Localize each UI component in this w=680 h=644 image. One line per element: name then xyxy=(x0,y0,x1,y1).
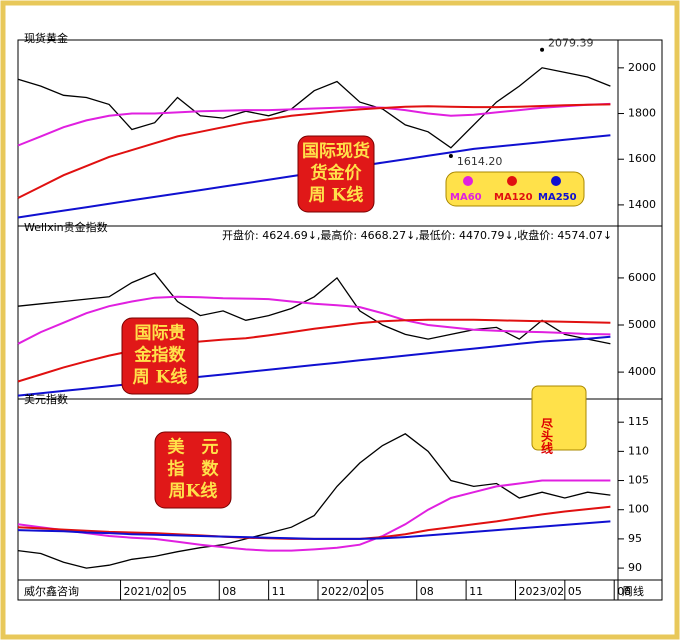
ma-line xyxy=(17,102,611,147)
legend-box xyxy=(445,171,585,207)
y-tick-label: 95 xyxy=(628,532,642,545)
y-tick-label: 2000 xyxy=(628,61,656,74)
panel-title: Wellxin贵金指数 xyxy=(24,220,108,234)
x-tick-label: 2022/02 xyxy=(321,585,367,598)
x-tick-label: 08 xyxy=(222,585,236,598)
label-box-text: 国际现货 xyxy=(302,141,370,162)
x-tick-label: 05 xyxy=(568,585,582,598)
annotation-point xyxy=(448,153,453,158)
price-info: 开盘价: 4624.69↓,最高价: 4668.27↓,最低价: 4470.79… xyxy=(222,228,612,242)
x-tick-label: 08 xyxy=(617,585,631,598)
period: 周线 xyxy=(622,584,644,598)
ma-line xyxy=(17,318,611,383)
brand: 威尔鑫咨询 xyxy=(24,584,79,598)
label-box-text: 指 数 xyxy=(168,459,220,480)
y-tick-label: 1400 xyxy=(628,198,656,211)
annotation: 2079.39 xyxy=(548,37,594,50)
ma-line xyxy=(17,335,611,397)
label-box-text: 周 K线 xyxy=(309,185,364,206)
annotation: 1614.20 xyxy=(457,155,503,168)
x-tick-label: 11 xyxy=(272,585,286,598)
y-tick-label: 105 xyxy=(628,474,649,487)
ma-line xyxy=(17,479,611,552)
note-box xyxy=(531,385,587,451)
x-tick-label: 05 xyxy=(370,585,384,598)
label-box-text: 金指数 xyxy=(134,345,187,366)
legend-dot xyxy=(507,176,517,186)
label-box-text: 周K线 xyxy=(169,481,218,502)
price-line xyxy=(17,67,611,149)
y-tick-label: 4000 xyxy=(628,365,656,378)
y-tick-label: 110 xyxy=(628,444,649,457)
price-line xyxy=(17,272,611,345)
x-tick-label: 08 xyxy=(420,585,434,598)
annotation-point xyxy=(540,47,545,52)
ma-line xyxy=(17,295,611,345)
x-tick-label: 05 xyxy=(173,585,187,598)
label-box-text: 周 K线 xyxy=(133,367,188,388)
y-tick-label: 100 xyxy=(628,503,649,516)
note: 尽头线 xyxy=(540,418,554,455)
label-box-text: 美 元 xyxy=(168,437,219,458)
x-tick-label: 11 xyxy=(469,585,483,598)
label-box-text: 国际贵 xyxy=(135,323,186,344)
y-tick-label: 115 xyxy=(628,415,649,428)
label-box xyxy=(121,317,199,395)
y-tick-label: 1600 xyxy=(628,152,656,165)
panel-title: 美元指数 xyxy=(24,392,68,406)
plot-frame xyxy=(17,39,663,601)
label-box xyxy=(297,135,375,213)
x-tick-label: 2023/02 xyxy=(518,585,564,598)
y-tick-label: 1800 xyxy=(628,107,656,120)
y-tick-label: 5000 xyxy=(628,318,656,331)
legend-dot xyxy=(463,176,473,186)
label-box-text: 货金价 xyxy=(311,163,363,184)
ma-line xyxy=(17,103,611,199)
legend-dot xyxy=(551,176,561,186)
ma-line xyxy=(17,520,611,540)
y-tick-label: 90 xyxy=(628,561,642,574)
y-tick-label: 6000 xyxy=(628,271,656,284)
legend-label: MA60 xyxy=(450,192,482,203)
legend-label: MA250 xyxy=(538,192,577,203)
panel-title: 现货黄金 xyxy=(24,31,68,45)
price-line xyxy=(17,433,611,569)
x-tick-label: 2021/02 xyxy=(124,585,170,598)
label-box xyxy=(154,431,232,509)
legend-label: MA120 xyxy=(494,192,533,203)
